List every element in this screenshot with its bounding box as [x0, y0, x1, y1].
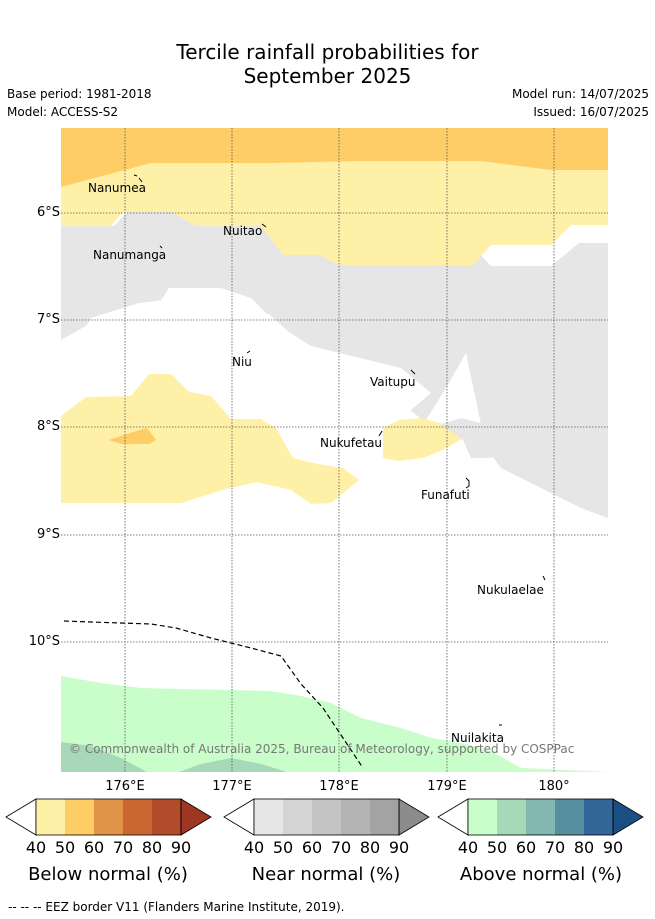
- island-mark-nanumanga: [159, 245, 163, 249]
- island-mark-funafuti: [465, 477, 470, 489]
- colorbar-near-upper-extension: [398, 798, 430, 836]
- above-normal-60-southwest: [61, 742, 147, 772]
- colorbar-above-segment-1: [468, 799, 497, 835]
- colorbar-near-tick-70: 70: [330, 838, 352, 857]
- colorbar-above-tick-80: 80: [573, 838, 595, 857]
- lon-label-178e: 178°E: [319, 779, 359, 794]
- island-label-nanumanga: Nanumanga: [93, 248, 167, 262]
- island-shapes: [133, 174, 546, 726]
- colorbar-above-normal: [437, 798, 644, 836]
- island-label-nuitao: Nuitao: [223, 224, 263, 238]
- colorbar-below-upper-extension: [180, 798, 212, 836]
- lon-label-180: 180°: [538, 779, 570, 794]
- lat-label-9s: 9°S: [36, 527, 60, 542]
- island-label-nanumea: Nanumea: [88, 181, 146, 195]
- island-mark-nuitao: [261, 223, 267, 228]
- colorbar-below-tick-70: 70: [112, 838, 134, 857]
- colorbar-above-segment-4: [555, 799, 584, 835]
- colorbar-below-tick-90: 90: [170, 838, 192, 857]
- lat-label-8s: 8°S: [36, 419, 60, 434]
- island-label-nukufetau: Nukufetau: [320, 436, 383, 450]
- colorbar-near-normal: [223, 798, 430, 836]
- page-title: Tercile rainfall probabilities for Septe…: [0, 40, 655, 88]
- colorbar-above-segment-5: [584, 799, 613, 835]
- colorbar-above-frame: [467, 798, 614, 836]
- eez-border-line: [63, 620, 364, 769]
- colorbar-below-segment-3: [94, 799, 123, 835]
- colorbar-above-upper-extension: [612, 798, 644, 836]
- colorbar-below-frame: [35, 798, 182, 836]
- colorbar-below-tick-40: 40: [25, 838, 47, 857]
- colorbar-above-tick-50: 50: [486, 838, 508, 857]
- colorbar-above-tick-90: 90: [602, 838, 624, 857]
- below-normal-60-middle: [109, 428, 156, 444]
- colorbar-near-segment-1: [254, 799, 283, 835]
- island-mark-nukufetau: [378, 430, 383, 437]
- colorbar-below-tick-50: 50: [54, 838, 76, 857]
- colorbar-below-segment-1: [36, 799, 65, 835]
- colorbar-near-tick-90: 90: [388, 838, 410, 857]
- colorbar-near-segment-3: [312, 799, 341, 835]
- map-canvas: [61, 128, 608, 772]
- colorbar-near-segment-5: [370, 799, 399, 835]
- colorbar-near-lower-extension: [223, 798, 255, 836]
- colorbar-near-tick-40: 40: [243, 838, 265, 857]
- base-period: Base period: 1981-2018: [7, 87, 152, 101]
- near-normal-east-patch: [441, 418, 511, 458]
- colorbar-above-tick-40: 40: [457, 838, 479, 857]
- above-normal-50-south: [61, 676, 608, 772]
- issued-date: Issued: 16/07/2025: [533, 105, 649, 119]
- island-label-nukulaelae: Nukulaelae: [477, 583, 544, 597]
- colorbar-near-segment-4: [341, 799, 370, 835]
- colorbar-above-segment-3: [526, 799, 555, 835]
- model-run: Model run: 14/07/2025: [511, 87, 649, 101]
- below-normal-60-top: [61, 128, 608, 187]
- colorbar-near-segment-2: [283, 799, 312, 835]
- colorbar-below-tick-60: 60: [83, 838, 105, 857]
- white-band-lower: [61, 598, 608, 713]
- island-label-niu: Niu: [232, 355, 252, 369]
- colorbar-near-frame: [253, 798, 400, 836]
- island-label-vaitupu: Vaitupu: [370, 375, 416, 389]
- above-normal-60-south: [179, 758, 287, 772]
- colorbar-above-tick-70: 70: [544, 838, 566, 857]
- title-line-1: Tercile rainfall probabilities for: [176, 40, 479, 64]
- colorbar-below-segment-2: [65, 799, 94, 835]
- colorbar-below-tick-80: 80: [141, 838, 163, 857]
- colorbar-above-lower-extension: [437, 798, 469, 836]
- island-mark-nanumea: [133, 174, 143, 183]
- colorbar-above-tick-60: 60: [515, 838, 537, 857]
- lon-label-179e: 179°E: [427, 779, 467, 794]
- colorbar-near-tick-80: 80: [359, 838, 381, 857]
- lat-label-10s: 10°S: [28, 634, 60, 649]
- colorbar-near-tick-60: 60: [301, 838, 323, 857]
- map-panel: Nanumea Nuitao Nanumanga Niu Vaitupu Nuk…: [61, 128, 608, 772]
- copyright-notice: © Commonwealth of Australia 2025, Bureau…: [69, 742, 575, 756]
- lon-label-177e: 177°E: [212, 779, 252, 794]
- colorbar-above-segment-2: [497, 799, 526, 835]
- colorbar-below-normal: [5, 798, 212, 836]
- colorbar-title-above: Above normal (%): [459, 864, 623, 885]
- colorbar-below-lower-extension: [5, 798, 37, 836]
- island-label-nuilakita: Nuilakita: [451, 731, 504, 745]
- island-mark-nukulaelae: [542, 575, 546, 581]
- graticule: [61, 128, 608, 772]
- below-normal-50-east: [383, 418, 463, 461]
- island-label-funafuti: Funafuti: [421, 488, 470, 502]
- lon-label-176e: 176°E: [105, 779, 145, 794]
- below-normal-50-middle: [61, 374, 359, 504]
- colorbar-below-segment-4: [123, 799, 152, 835]
- lat-label-6s: 6°S: [36, 205, 60, 220]
- colorbar-title-near: Near normal (%): [251, 864, 401, 885]
- colorbar-below-segment-5: [152, 799, 181, 835]
- eez-footnote: -- -- -- EEZ border V11 (Flanders Marine…: [8, 900, 345, 914]
- island-mark-niu: [246, 350, 251, 354]
- colorbars: [5, 798, 644, 836]
- model-name: Model: ACCESS-S2: [7, 105, 119, 119]
- colorbar-title-below: Below normal (%): [28, 864, 188, 885]
- colorbar-near-tick-50: 50: [272, 838, 294, 857]
- title-line-2: September 2025: [243, 64, 412, 88]
- lat-label-7s: 7°S: [36, 312, 60, 327]
- island-mark-vaitupu: [410, 369, 416, 375]
